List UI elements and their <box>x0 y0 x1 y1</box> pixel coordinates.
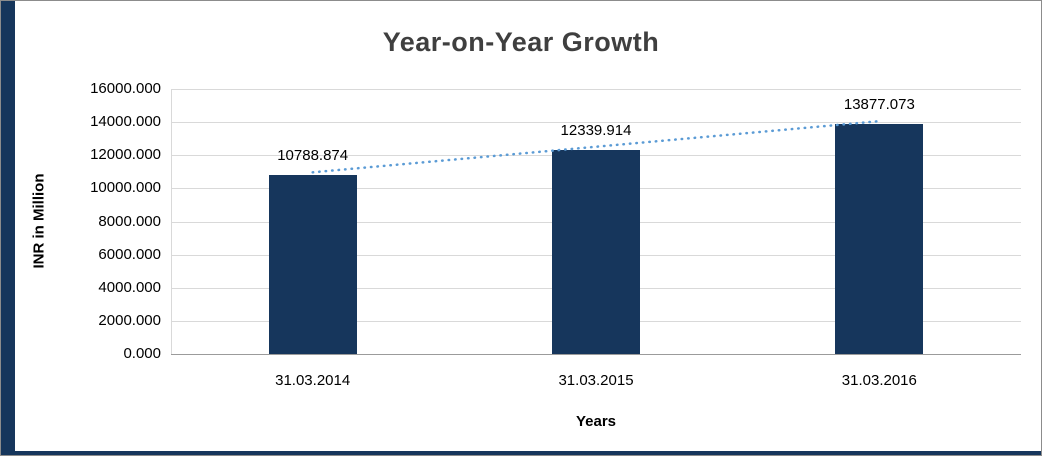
y-tick-label: 8000.000 <box>98 212 161 230</box>
y-tick-label: 2000.000 <box>98 311 161 329</box>
x-axis-title: Years <box>575 413 617 430</box>
bar <box>268 175 357 354</box>
x-axis-line <box>171 354 1021 355</box>
x-tick-label: 31.03.2015 <box>558 372 634 389</box>
bar <box>552 149 640 354</box>
y-tick-label: 10000.000 <box>90 179 161 197</box>
gridline <box>171 89 1021 90</box>
y-axis-line <box>171 89 172 354</box>
data-label: 13877.073 <box>843 96 915 114</box>
y-tick-label: 16000.000 <box>90 80 161 97</box>
x-tick-label: 31.03.2016 <box>841 372 917 389</box>
left-accent-strip <box>1 1 15 455</box>
x-tick-label: 31.03.2014 <box>275 372 351 389</box>
y-tick-label: 12000.000 <box>90 146 161 164</box>
y-tick-label: 6000.000 <box>98 245 161 263</box>
bottom-accent-strip <box>1 451 1041 455</box>
data-label: 12339.914 <box>560 121 632 139</box>
y-tick-label: 4000.000 <box>98 278 161 296</box>
gridline <box>171 122 1021 124</box>
y-tick-label: 14000.000 <box>90 113 161 131</box>
data-label: 10788.874 <box>277 147 349 165</box>
bar <box>835 124 924 354</box>
y-tick-label: 0.000 <box>123 345 161 362</box>
chart-title: Year-on-Year Growth <box>382 27 660 57</box>
